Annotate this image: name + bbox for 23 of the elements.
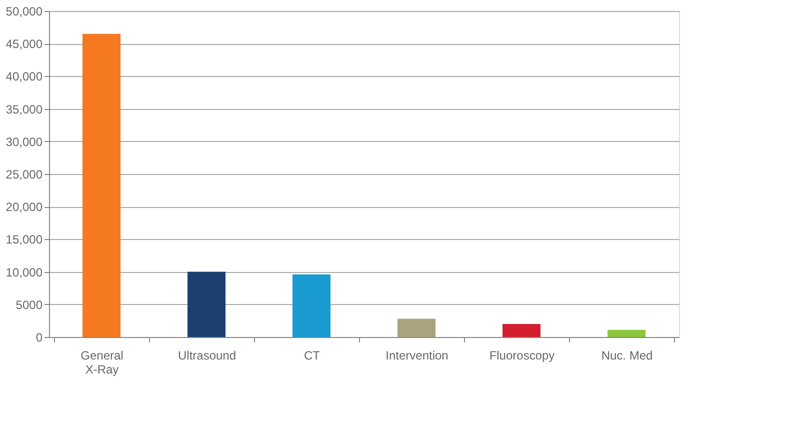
y-tick-label: 30,000 bbox=[6, 134, 43, 149]
bar bbox=[188, 272, 226, 337]
y-tick-label: 10,000 bbox=[6, 265, 43, 280]
bar bbox=[608, 330, 646, 337]
y-tick-label: 15,000 bbox=[6, 232, 43, 247]
x-tick-label: General X-Ray bbox=[80, 348, 124, 376]
y-tick-label: 40,000 bbox=[6, 70, 43, 84]
bar bbox=[398, 318, 436, 337]
y-tick-label: 5000 bbox=[16, 298, 43, 312]
y-tick-label: 20,000 bbox=[6, 200, 43, 214]
x-tick-label: CT bbox=[304, 348, 321, 362]
bar bbox=[292, 274, 330, 337]
y-tick-label: 50,000 bbox=[6, 4, 43, 18]
y-tick-label: 25,000 bbox=[6, 168, 43, 182]
x-tick-label: Ultrasound bbox=[178, 348, 236, 362]
y-tick-label: 35,000 bbox=[6, 102, 43, 116]
x-tick-label: Intervention bbox=[386, 348, 448, 362]
bar bbox=[82, 34, 120, 337]
x-tick-label: Nuc. Med bbox=[601, 348, 653, 362]
y-tick-label: 45,000 bbox=[6, 37, 43, 52]
x-tick-label: Fluoroscopy bbox=[489, 348, 555, 362]
bar bbox=[502, 324, 540, 337]
y-tick-label: 0 bbox=[36, 330, 43, 344]
